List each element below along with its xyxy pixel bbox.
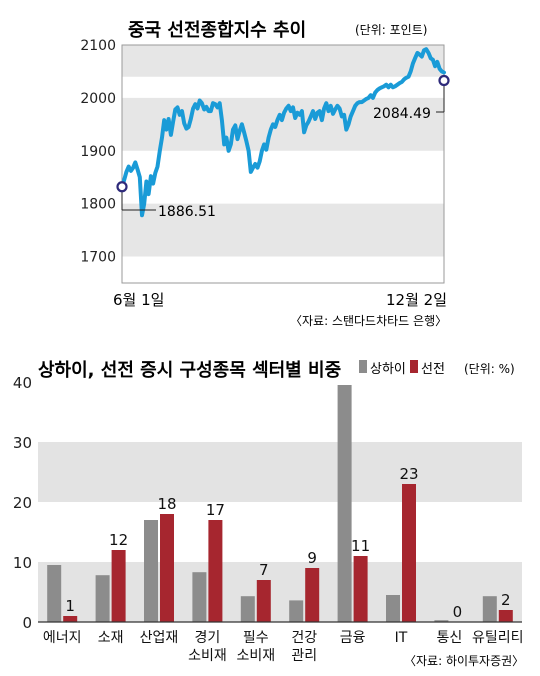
y-tick-label: 1700: [80, 250, 116, 266]
y-tick-label: 10: [13, 554, 32, 572]
line-chart-source: 〈자료: 스탠다드차타드 은행〉: [290, 313, 447, 328]
bar-value-label: 11: [351, 537, 370, 555]
bar-value-label: 18: [157, 495, 176, 513]
bar-shenzhen: [402, 484, 416, 622]
start-annotation: 1886.51: [158, 204, 216, 220]
y-tick-label: 2000: [80, 91, 116, 107]
line-chart-bands: [122, 45, 444, 257]
category-label: 통신: [437, 630, 463, 646]
bar-shanghai: [240, 596, 255, 622]
bar-value-label: 2: [501, 591, 511, 609]
category-label: 관리: [291, 648, 317, 664]
bar-value-label: 9: [307, 549, 317, 567]
y-tick-label: 1800: [80, 197, 116, 213]
line-chart-band-2: [122, 45, 444, 77]
bar-shanghai: [337, 385, 352, 622]
bar-chart-band-0: [38, 562, 522, 622]
bar-chart-band-1: [38, 442, 522, 502]
bar-shenzhen: [208, 520, 223, 622]
category-label: 소재: [98, 630, 124, 646]
legend-label-shanghai: 상하이: [370, 362, 406, 377]
bar-chart-y-ticks: 0 10 20 30 40: [13, 374, 32, 632]
bar-chart-bars: 1 12 18 17 7 9 11 23 0 2: [47, 385, 513, 622]
bar-shenzhen: [160, 514, 174, 622]
bar-value-label: 7: [259, 561, 269, 579]
bar-shenzhen: [305, 568, 320, 622]
category-label: 소비재: [188, 648, 227, 664]
y-tick-label: 2100: [80, 38, 116, 54]
bar-chart-source: 〈자료: 하이투자증권〉: [404, 654, 524, 668]
category-label: 경기: [195, 630, 221, 646]
bar-shanghai: [482, 596, 497, 622]
bar-chart-title: 상하이, 선전 증시 구성종목 섹터별 비중: [38, 360, 341, 381]
line-chart-title-bg: [120, 14, 316, 42]
bar-shenzhen: [63, 616, 78, 622]
x-tick-label-start: 6월 1일: [113, 291, 164, 309]
category-label: 건강: [291, 630, 317, 646]
category-label: 필수: [243, 630, 269, 646]
bar-shanghai: [192, 572, 207, 622]
start-point-marker: [116, 181, 128, 193]
bar-value-label: 12: [109, 531, 128, 549]
bar-shenzhen: [498, 610, 513, 622]
y-tick-label: 40: [13, 374, 32, 392]
end-annotation: 2084.49: [373, 106, 431, 122]
bar-shanghai: [386, 595, 400, 622]
bar-shanghai: [47, 565, 62, 622]
line-series-shenzhen-index: [120, 47, 446, 218]
y-tick-label: 1900: [80, 144, 116, 160]
line-chart-unit: (단위: 포인트): [355, 23, 427, 37]
bar-value-label: 17: [206, 501, 225, 519]
category-label: 에너지: [43, 630, 82, 646]
x-tick-label-end: 12월 2일: [386, 291, 447, 309]
line-chart: 2100 2000 1900 1800 1700 중국 선전종합지수 추이 (단위: 포…: [80, 14, 450, 328]
bar-value-label: 0: [453, 603, 463, 621]
legend-swatch-shenzhen: [410, 360, 418, 373]
bar-chart-unit: (단위: %): [464, 362, 515, 376]
line-chart-band-0: [122, 203, 444, 257]
category-label: 산업재: [140, 630, 179, 646]
legend-swatch-shanghai: [359, 360, 367, 373]
legend-label-shenzhen: 선전: [421, 362, 445, 377]
y-tick-label: 30: [13, 434, 32, 452]
bar-shanghai: [434, 620, 449, 622]
bar-shanghai: [95, 575, 110, 622]
bar-shenzhen: [353, 556, 368, 622]
bar-shanghai: [289, 600, 304, 622]
bar-value-label: 23: [399, 465, 418, 483]
line-chart-frame: [121, 44, 445, 284]
y-tick-label: 0: [22, 614, 32, 632]
bar-shanghai: [144, 520, 158, 622]
category-label: 금융: [340, 630, 366, 646]
bar-shenzhen: [256, 580, 271, 622]
line-chart-title: 중국 선전종합지수 추이: [128, 19, 306, 41]
category-label: 소비재: [236, 648, 275, 664]
bar-shenzhen: [111, 550, 126, 622]
category-label: 유틸리티: [472, 630, 524, 646]
end-point-marker: [438, 74, 450, 87]
bar-chart: 상하이, 선전 증시 구성종목 섹터별 비중 상하이 선전 (단위: %) 01…: [13, 360, 524, 668]
line-chart-y-ticks: 2100 2000 1900 1800 1700: [80, 38, 116, 266]
y-tick-label: 20: [13, 494, 32, 512]
bar-value-label: 1: [65, 597, 75, 615]
category-label: IT: [395, 630, 408, 646]
